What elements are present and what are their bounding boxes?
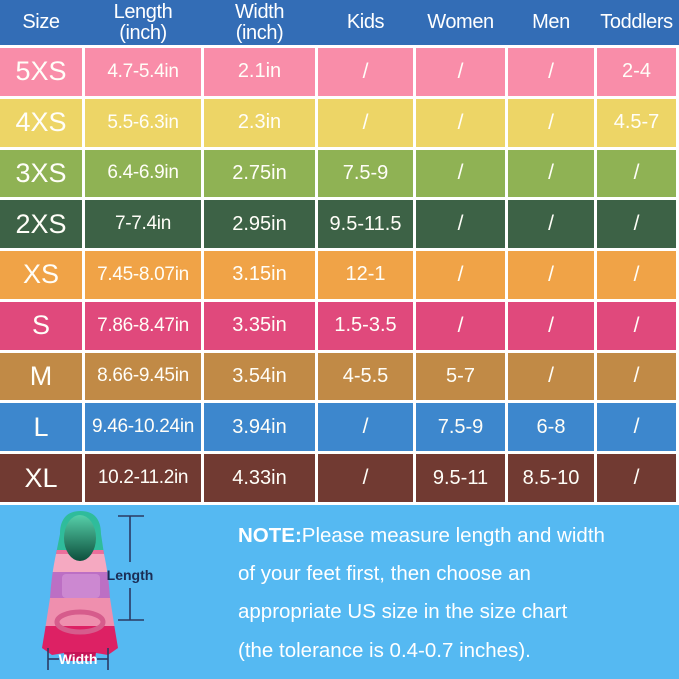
women-cell: / [416,251,508,299]
note-label: NOTE: [238,523,302,547]
size-cell: M [0,352,85,401]
kids-cell: / [318,403,416,452]
toddlers-cell: / [597,352,679,401]
width-dimension-label: Width [59,651,98,667]
toddlers-cell: / [597,454,679,502]
men-cell: / [508,98,597,147]
size-cell: 5XS [0,48,85,96]
size-cell: XS [0,251,85,299]
size-cell: L [0,403,85,452]
kids-cell: / [318,48,416,96]
women-cell: / [416,98,508,147]
dimension-lines [47,515,144,670]
kids-cell: 1.5-3.5 [318,301,416,350]
toddlers-cell: / [597,149,679,198]
men-cell: / [508,149,597,198]
length-cell: 4.7-5.4in [85,48,204,96]
note-line: appropriate US size in the size chart [238,600,568,624]
note-line: of your feet first, then choose an [238,562,531,586]
length-dimension-label: Length [107,567,154,583]
length-cell: 5.5-6.3in [85,98,204,147]
size-cell: 3XS [0,149,85,198]
note-section: Length Width NOTE:Please measure length … [0,504,679,679]
kids-cell: 9.5-11.5 [318,200,416,249]
width-cell: 2.95in [204,200,318,249]
length-cell: 6.4-6.9in [85,149,204,198]
column-header-men: Men [532,11,570,33]
men-cell: / [508,301,597,350]
women-cell: / [416,149,508,198]
note-line: (the tolerance is 0.4-0.7 inches). [238,638,531,662]
women-cell: 9.5-11 [416,454,508,502]
length-cell: 7.86-8.47in [85,301,204,350]
women-cell: / [416,48,508,96]
kids-cell: 4-5.5 [318,352,416,401]
note-line-text: Please measure length and width [301,523,605,547]
table-row: 4XS 5.5-6.3in 2.3in / / / 4.5-7 [0,98,679,150]
toddlers-cell: / [597,251,679,299]
length-cell: 8.66-9.45in [85,352,204,401]
size-cell: 2XS [0,200,85,249]
toddlers-cell: / [597,301,679,350]
kids-cell: / [318,454,416,502]
table-row: M 8.66-9.45in 3.54in 4-5.5 5-7 / / [0,352,679,404]
width-cell: 2.3in [204,98,318,147]
kids-cell: / [318,98,416,147]
length-cell: 9.46-10.24in [85,403,204,452]
men-cell: / [508,251,597,299]
size-cell: XL [0,454,85,502]
toddlers-cell: 2-4 [597,48,679,96]
toddlers-cell: 4.5-7 [597,98,679,147]
note-text: NOTE:Please measure length and width of … [238,517,668,670]
women-cell: 5-7 [416,352,508,401]
length-cell: 7.45-8.07in [85,251,204,299]
table-header-row: Size Length (inch) Width (inch) Kids Wom… [0,0,679,48]
kids-cell: 7.5-9 [318,149,416,198]
column-header-toddlers: Toddlers [600,11,673,33]
table-row: 5XS 4.7-5.4in 2.1in / / / 2-4 [0,48,679,99]
column-header-length: Length (inch) [113,0,173,44]
table-row: 3XS 6.4-6.9in 2.75in 7.5-9 / / / [0,149,679,201]
column-header-size: Size [22,11,60,33]
men-cell: / [508,48,597,96]
women-cell: 7.5-9 [416,403,508,452]
toddlers-cell: / [597,403,679,452]
kids-cell: 12-1 [318,251,416,299]
column-header-width: Width (inch) [234,0,285,44]
width-cell: 3.94in [204,403,318,452]
width-cell: 3.54in [204,352,318,401]
size-cell: S [0,301,85,350]
column-header-women: Women [427,11,494,33]
table-row: S 7.86-8.47in 3.35in 1.5-3.5 / / / [0,301,679,353]
length-cell: 7-7.4in [85,200,204,249]
width-cell: 4.33in [204,454,318,502]
column-header-kids: Kids [346,11,385,33]
table-row: XS 7.45-8.07in 3.15in 12-1 / / / [0,251,679,302]
women-cell: / [416,200,508,249]
table-row: 2XS 7-7.4in 2.95in 9.5-11.5 / / / [0,200,679,252]
men-cell: / [508,200,597,249]
width-cell: 2.75in [204,149,318,198]
width-cell: 3.15in [204,251,318,299]
note-line: NOTE:Please measure length and width [238,517,668,555]
men-cell: 6-8 [508,403,597,452]
men-cell: / [508,352,597,401]
length-cell: 10.2-11.2in [85,454,204,502]
toddlers-cell: / [597,200,679,249]
width-cell: 2.1in [204,48,318,96]
width-cell: 3.35in [204,301,318,350]
swim-fin-diagram: Length Width [42,510,154,670]
table-row: L 9.46-10.24in 3.94in / 7.5-9 6-8 / [0,403,679,455]
fin-body [42,510,118,661]
men-cell: 8.5-10 [508,454,597,502]
women-cell: / [416,301,508,350]
table-row: XL 10.2-11.2in 4.33in / 9.5-11 8.5-10 / [0,454,679,505]
size-cell: 4XS [0,98,85,147]
